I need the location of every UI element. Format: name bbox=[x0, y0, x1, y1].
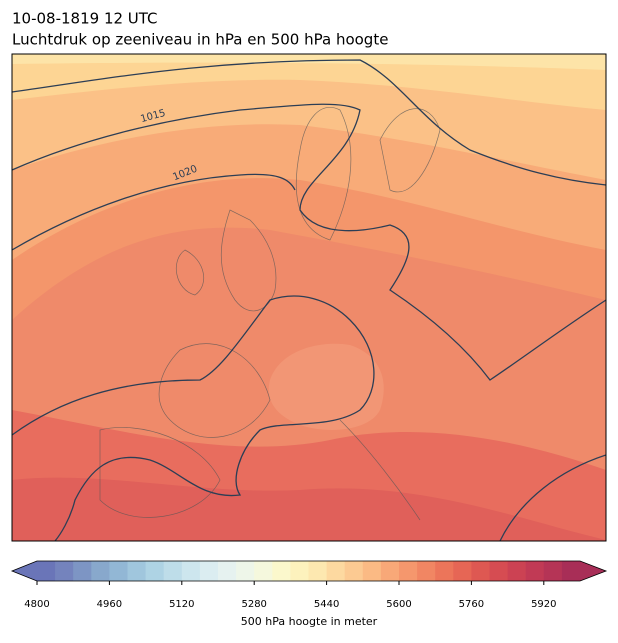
tick-label: 5600 bbox=[386, 599, 411, 610]
colorbar: 4800 4960 5120 5280 5440 5600 5760 5920 bbox=[10, 560, 608, 610]
tick-label: 5280 bbox=[241, 599, 266, 610]
colorbar-segment bbox=[127, 561, 146, 581]
colorbar-segment bbox=[417, 561, 436, 581]
tick-label: 4960 bbox=[97, 599, 122, 610]
colorbar-segment bbox=[435, 561, 454, 581]
colorbar-outline bbox=[10, 560, 608, 582]
map-frame bbox=[11, 53, 607, 542]
colorbar-segment bbox=[290, 561, 309, 581]
colorbar-segment bbox=[471, 561, 490, 581]
colorbar-segment bbox=[181, 561, 201, 581]
colorbar-segment bbox=[254, 561, 273, 581]
colorbar-segment bbox=[489, 561, 508, 581]
tick-label: 5120 bbox=[169, 599, 194, 610]
colorbar-segment bbox=[453, 561, 472, 581]
main-title: Luchtdruk op zeeniveau in hPa en 500 hPa… bbox=[12, 31, 388, 49]
colorbar-segment bbox=[543, 561, 563, 581]
isobars bbox=[12, 59, 606, 541]
colorbar-segment bbox=[308, 561, 327, 581]
colorbar-segment bbox=[561, 561, 581, 581]
map: 1015 1020 bbox=[12, 54, 606, 541]
band bbox=[12, 54, 606, 70]
colorbar-segment bbox=[236, 561, 255, 581]
colorbar-segment bbox=[37, 561, 56, 581]
colorbar-segment bbox=[344, 561, 364, 581]
colorbar-segment bbox=[199, 561, 219, 581]
colorbar-segment bbox=[73, 561, 92, 581]
high-area bbox=[268, 343, 384, 430]
colorbar-segment bbox=[145, 561, 165, 581]
colorbar-segment bbox=[109, 561, 128, 581]
colorbar-segment bbox=[91, 561, 110, 581]
colorbar-segment bbox=[326, 561, 346, 581]
colorbar-segment bbox=[399, 561, 418, 581]
date-title: 10-08-1819 12 UTC bbox=[12, 10, 158, 28]
extend-low bbox=[12, 561, 37, 581]
colorbar-segment bbox=[218, 561, 237, 581]
tick-label: 5440 bbox=[314, 599, 339, 610]
colorbar-segment bbox=[507, 561, 527, 581]
colorbar-label: 500 hPa hoogte in meter bbox=[241, 615, 378, 628]
tick-label: 5760 bbox=[459, 599, 484, 610]
extend-high bbox=[580, 561, 606, 581]
tick-label: 4800 bbox=[24, 599, 49, 610]
colorbar-segment bbox=[55, 561, 74, 581]
colorbar-segment bbox=[380, 561, 400, 581]
band bbox=[12, 54, 606, 110]
colorbar-segment bbox=[163, 561, 183, 581]
colorbar-segment bbox=[272, 561, 291, 581]
colorbar-segment bbox=[525, 561, 545, 581]
coastlines bbox=[99, 107, 441, 521]
tick-label: 5920 bbox=[531, 599, 556, 610]
colorbar-segment bbox=[362, 561, 382, 581]
